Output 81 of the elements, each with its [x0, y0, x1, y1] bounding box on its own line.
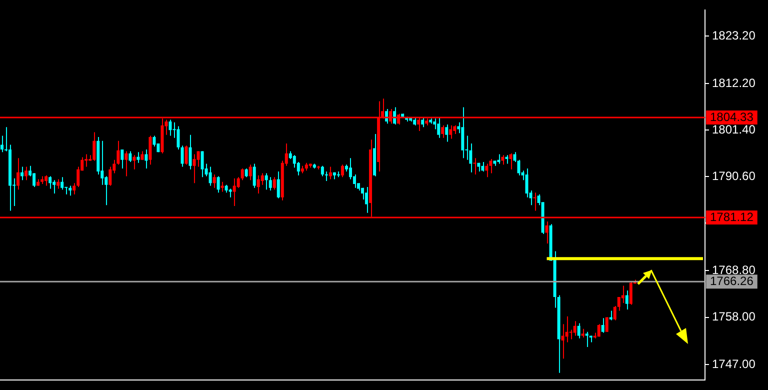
- candlestick: [108, 166, 112, 186]
- candlestick: [573, 320, 576, 336]
- candlestick: [248, 164, 252, 181]
- candlestick: [168, 119, 172, 136]
- candlestick: [232, 178, 236, 206]
- candlestick: [148, 135, 152, 166]
- candlestick: [128, 150, 132, 163]
- candlestick: [16, 158, 20, 190]
- candlestick: [52, 180, 56, 194]
- y-tick-label: 1790.60: [712, 168, 756, 183]
- candlestick: [208, 166, 212, 186]
- candlestick: [188, 134, 192, 170]
- candlestick: [441, 124, 444, 138]
- ref-line-label: 1804.33: [710, 110, 754, 124]
- candlestick: [577, 322, 580, 339]
- candlestick: [561, 324, 564, 360]
- candlestick: [44, 174, 48, 186]
- candlestick: [629, 281, 632, 306]
- candlestick: [585, 331, 588, 348]
- candlestick: [120, 149, 124, 169]
- candlestick: [340, 164, 344, 178]
- candlestick: [252, 163, 256, 188]
- y-tick-label: 1823.20: [712, 28, 756, 42]
- candlestick: [272, 176, 276, 190]
- y-tick-label: 1758.00: [712, 310, 756, 324]
- candlestick: [176, 126, 180, 150]
- candlestick: [200, 150, 204, 178]
- candlestick: [445, 124, 448, 142]
- candlestick: [348, 158, 352, 180]
- candlestick: [621, 285, 624, 304]
- candlestick: [525, 168, 528, 198]
- y-tick-label: 1747.00: [712, 357, 756, 372]
- candlestick: [461, 106, 464, 159]
- candlestick: [609, 310, 612, 321]
- candlestick: [545, 221, 548, 244]
- candlestick: [144, 149, 148, 169]
- candlestick: [473, 158, 476, 176]
- candlestick: [324, 170, 328, 182]
- candlestick: [68, 185, 72, 196]
- candlestick: [421, 117, 424, 128]
- candlestick: [509, 152, 512, 170]
- candlestick: [24, 166, 28, 181]
- candlestick: [124, 150, 128, 177]
- candlestick: [605, 316, 608, 332]
- candlestick: [92, 132, 96, 162]
- y-tick-label: 1812.20: [712, 76, 756, 90]
- candlestick: [597, 324, 600, 338]
- candlestick: [497, 154, 500, 164]
- candlestick: [196, 150, 200, 168]
- ref-line-label: 1781.12: [710, 210, 754, 224]
- candlestick: [569, 329, 572, 340]
- candlestick: [100, 140, 104, 186]
- candlestick: [216, 176, 220, 194]
- candlestick: [48, 176, 52, 190]
- candlestick: [184, 145, 188, 166]
- candlestick: [276, 170, 280, 199]
- candlestick: [256, 174, 260, 194]
- candlestick: [268, 176, 272, 191]
- candlestick: [601, 318, 604, 334]
- candlestick: [625, 290, 628, 310]
- candlestick: [292, 154, 296, 168]
- candlestick: [264, 172, 268, 190]
- candlestick: [449, 124, 452, 140]
- candlestick: [533, 192, 536, 212]
- candlestick: [0, 135, 4, 153]
- candlestick: [136, 152, 140, 164]
- candlestick: [365, 186, 368, 214]
- candlestick: [192, 154, 196, 184]
- candlestick: [60, 176, 64, 190]
- candlestick: [180, 145, 184, 168]
- candlestick: [240, 168, 244, 181]
- candlestick: [437, 117, 440, 138]
- candlestick: [320, 165, 324, 177]
- candlestick: [489, 158, 492, 174]
- candlestick: [260, 172, 264, 186]
- candlestick: [485, 163, 488, 178]
- y-tick-label: 1801.40: [712, 122, 756, 136]
- candlestick: [220, 181, 224, 192]
- candlestick: [236, 176, 240, 188]
- candlestick: [212, 174, 216, 188]
- candlestick: [481, 162, 484, 172]
